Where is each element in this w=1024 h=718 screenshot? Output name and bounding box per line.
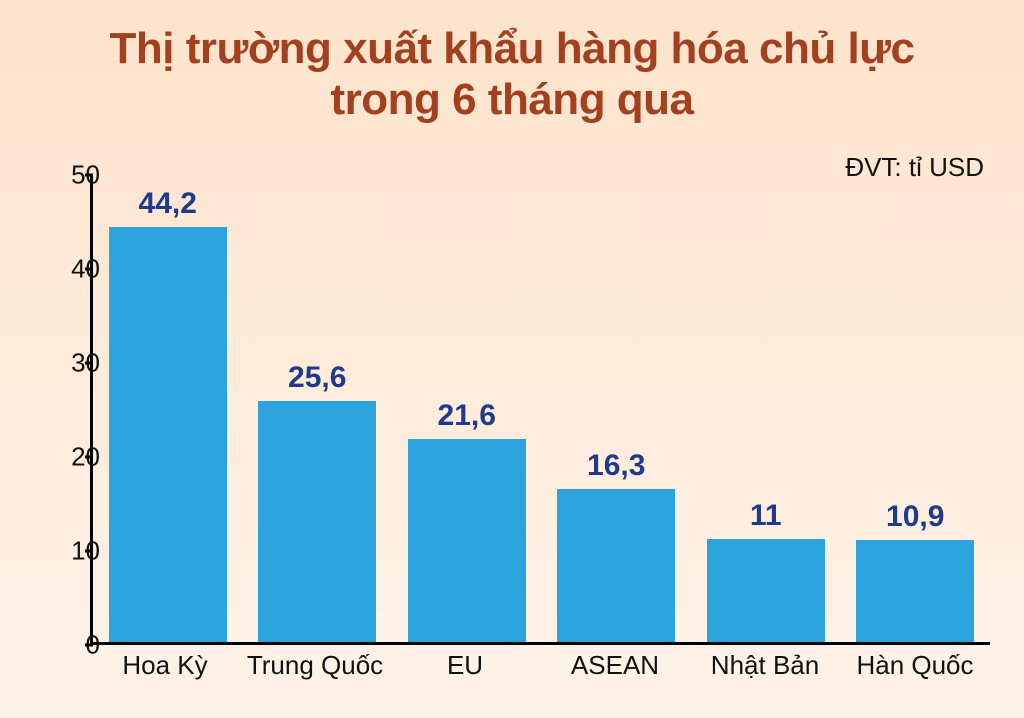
x-axis-label: Hoa Kỳ: [90, 650, 240, 681]
chart-title: Thị trường xuất khẩu hàng hóa chủ lực tr…: [0, 0, 1024, 125]
bar-chart: 44,2 25,6 21,6 16,3 11 10,9 Hoa KỳTrung QuốcE…: [30, 155, 1010, 705]
x-axis-labels: Hoa KỳTrung QuốcEUASEANNhật BảnHàn Quốc: [90, 650, 990, 681]
plot-area: 44,2 25,6 21,6 16,3 11 10,9: [90, 175, 990, 645]
y-tick-label: 50: [50, 160, 100, 191]
x-axis-label: Nhật Bản: [690, 650, 840, 681]
bar-rect: [109, 227, 227, 642]
title-line-2: trong 6 tháng qua: [330, 75, 693, 124]
x-axis-label: Trung Quốc: [240, 650, 390, 681]
bar-slot: 16,3: [542, 449, 692, 642]
x-axis-label: Hàn Quốc: [840, 650, 990, 681]
bar-value-label: 25,6: [288, 361, 346, 395]
bar-rect: [856, 540, 974, 642]
bar-slot: 25,6: [243, 361, 393, 642]
bars-group: 44,2 25,6 21,6 16,3 11 10,9: [93, 175, 990, 642]
bar-rect: [408, 439, 526, 642]
bar-value-label: 11: [750, 499, 782, 533]
bar-rect: [258, 401, 376, 642]
y-tick-label: 40: [50, 254, 100, 285]
bar-slot: 11: [691, 499, 841, 642]
bar-value-label: 44,2: [139, 187, 197, 221]
bar-value-label: 16,3: [587, 449, 645, 483]
y-tick-label: 30: [50, 348, 100, 379]
bar-value-label: 10,9: [886, 500, 944, 534]
bar-rect: [557, 489, 675, 642]
x-axis-label: ASEAN: [540, 650, 690, 681]
bar-rect: [707, 539, 825, 642]
y-tick-label: 0: [50, 630, 100, 661]
y-tick-label: 10: [50, 536, 100, 567]
y-tick-label: 20: [50, 442, 100, 473]
bar-slot: 10,9: [841, 500, 991, 642]
bar-slot: 21,6: [392, 399, 542, 642]
x-axis-label: EU: [390, 650, 540, 681]
title-line-1: Thị trường xuất khẩu hàng hóa chủ lực: [110, 24, 915, 73]
bar-slot: 44,2: [93, 187, 243, 642]
bar-value-label: 21,6: [438, 399, 496, 433]
